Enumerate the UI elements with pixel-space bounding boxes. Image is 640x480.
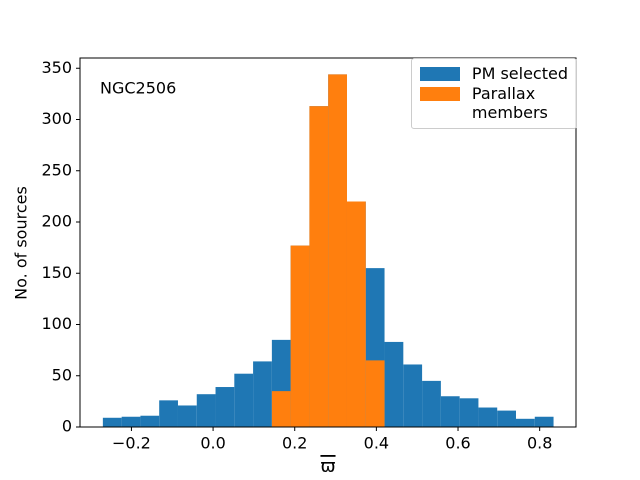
y-tick-label: 350 xyxy=(41,58,72,77)
legend-item: Parallax members xyxy=(419,84,568,122)
y-tick-label: 0 xyxy=(62,417,72,436)
annotation: NGC2506 xyxy=(100,79,176,98)
y-tick-label: 50 xyxy=(52,365,72,384)
bar xyxy=(384,341,404,427)
bar xyxy=(515,418,535,427)
x-tick-label: 0.8 xyxy=(527,434,552,453)
x-axis-label: ϖ xyxy=(320,456,335,477)
legend-label: Parallax members xyxy=(471,84,548,122)
y-tick-label: 250 xyxy=(41,160,72,179)
y-tick-label: 300 xyxy=(41,109,72,128)
x-tick-label: 0.2 xyxy=(282,434,307,453)
bar xyxy=(440,396,460,427)
bar xyxy=(346,201,366,427)
bar xyxy=(403,364,423,427)
bar xyxy=(478,407,498,427)
bar xyxy=(234,373,254,427)
x-tick-label: 0.6 xyxy=(445,434,470,453)
axes-frame xyxy=(79,57,577,428)
y-tick-label: 150 xyxy=(41,263,72,282)
legend-swatch xyxy=(419,67,460,81)
bar xyxy=(121,416,141,427)
x-tick-label: 0.0 xyxy=(200,434,225,453)
bar xyxy=(459,398,479,427)
bar xyxy=(159,400,178,427)
bar xyxy=(215,387,235,427)
legend: PM selected Parallax members xyxy=(410,58,577,130)
y-axis-label: No. of sources xyxy=(12,186,31,300)
bar xyxy=(177,405,197,427)
y-tick-label: 100 xyxy=(41,314,72,333)
bar xyxy=(422,380,441,427)
legend-item: PM selected xyxy=(419,64,568,83)
bar xyxy=(271,391,291,427)
bar xyxy=(328,74,347,428)
bar xyxy=(365,360,385,427)
x-tick-label: 0.4 xyxy=(364,434,389,453)
bar xyxy=(140,415,160,427)
bar xyxy=(290,245,310,427)
legend-label: PM selected xyxy=(471,64,568,83)
bar xyxy=(196,394,216,427)
bar xyxy=(253,361,272,427)
y-tick-label: 200 xyxy=(41,212,72,231)
bar xyxy=(534,416,554,427)
bar xyxy=(102,417,122,427)
x-tick-label: −0.2 xyxy=(112,434,151,453)
bar xyxy=(309,106,329,428)
legend-swatch xyxy=(419,87,460,102)
bar xyxy=(497,410,516,427)
